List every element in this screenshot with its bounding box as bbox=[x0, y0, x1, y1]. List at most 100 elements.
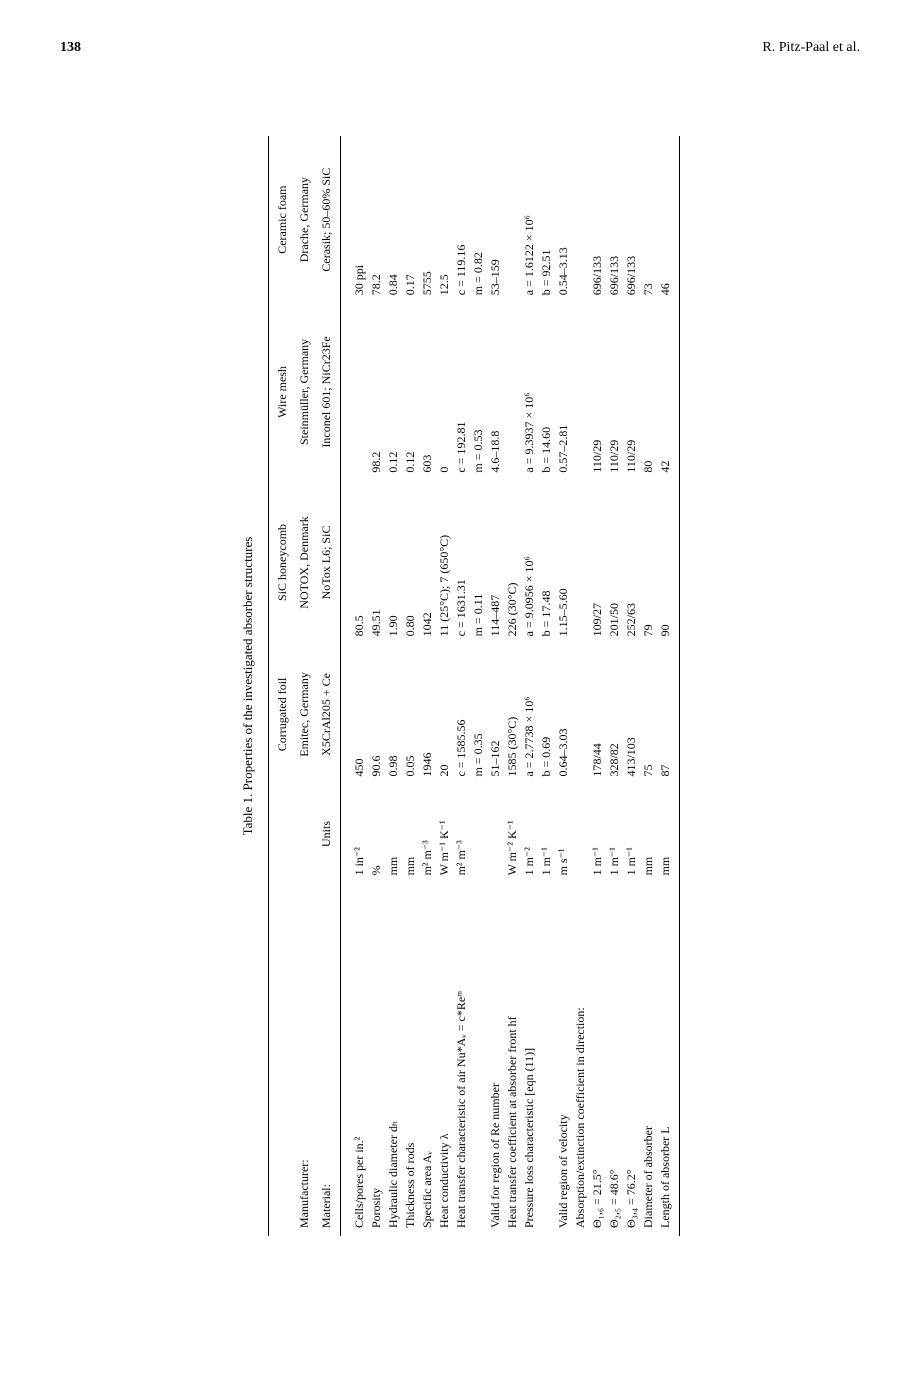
col-header-label3: Material: bbox=[318, 883, 341, 1236]
cell-c4: 0.84 bbox=[385, 136, 402, 303]
table-row: Length of absorber Lmm87904246 bbox=[657, 136, 680, 1236]
cell-label: Valid for region of Re number bbox=[487, 883, 504, 1236]
cell-c2: 201/50 bbox=[606, 481, 623, 645]
table-row: Cells/pores per in.²1 in⁻²45080.530 ppi bbox=[351, 136, 368, 1236]
cell-c1 bbox=[572, 644, 589, 784]
cell-c3: 0 bbox=[436, 303, 453, 480]
cell-c1: a = 2.7738 × 10⁶ bbox=[521, 644, 538, 784]
properties-table: Corrugated foil SiC honeycomb Wire mesh … bbox=[268, 136, 680, 1236]
cell-units: 1 m⁻¹ bbox=[606, 785, 623, 884]
cell-units bbox=[572, 785, 589, 884]
cell-label bbox=[470, 883, 487, 1236]
table-row: Diameter of absorbermm75798073 bbox=[640, 136, 657, 1236]
page-number: 138 bbox=[60, 40, 81, 56]
col-header-units bbox=[269, 785, 297, 884]
cell-label: Pressure loss characteristic [eqn (11)] bbox=[521, 883, 538, 1236]
author-header: R. Pitz-Paal et al. bbox=[762, 40, 860, 56]
col-header-c4: Ceramic foam bbox=[269, 136, 297, 303]
cell-c3: b = 14.60 bbox=[538, 303, 555, 480]
cell-c2: b = 17.48 bbox=[538, 481, 555, 645]
col-header-label bbox=[269, 883, 297, 1236]
table-row: m = 0.35m = 0.11m = 0.53m = 0.82 bbox=[470, 136, 487, 1236]
col-header-c2-3: NoTox L6; SiC bbox=[318, 481, 341, 645]
cell-label: Heat transfer characteristic of air Nu*A… bbox=[453, 883, 470, 1236]
cell-label: Thickness of rods bbox=[402, 883, 419, 1236]
table-row: Valid for region of Re number51–162114–4… bbox=[487, 136, 504, 1236]
cell-units: 1 m⁻¹ bbox=[623, 785, 640, 884]
col-header-c1-2: Emitec, Germany bbox=[296, 644, 318, 784]
cell-c2: m = 0.11 bbox=[470, 481, 487, 645]
cell-c1: 90.6 bbox=[368, 644, 385, 784]
cell-c2: 1042 bbox=[419, 481, 436, 645]
cell-c4: 696/133 bbox=[589, 136, 606, 303]
table-row: Heat conductivity λW m⁻¹ K⁻¹2011 (25°C);… bbox=[436, 136, 453, 1236]
cell-c4: 696/133 bbox=[606, 136, 623, 303]
cell-c4: b = 92.51 bbox=[538, 136, 555, 303]
cell-units: m² m⁻³ bbox=[419, 785, 436, 884]
cell-c1: 75 bbox=[640, 644, 657, 784]
cell-label: Porosity bbox=[368, 883, 385, 1236]
cell-c4: 78.2 bbox=[368, 136, 385, 303]
table-row: Heat transfer coefficient at absorber fr… bbox=[504, 136, 521, 1236]
cell-c1: 328/82 bbox=[606, 644, 623, 784]
col-header-c3-3: Inconel 601; NiCr23Fe bbox=[318, 303, 341, 480]
cell-c1: b = 0.69 bbox=[538, 644, 555, 784]
page-header: 138 R. Pitz-Paal et al. bbox=[60, 40, 860, 56]
cell-c3: 42 bbox=[657, 303, 680, 480]
table-row: Absorption/extinction coefficient in dir… bbox=[572, 136, 589, 1236]
cell-label: Θ₂,₅ = 48.6° bbox=[606, 883, 623, 1236]
cell-c2: 252/63 bbox=[623, 481, 640, 645]
cell-units: 1 m⁻¹ bbox=[538, 785, 555, 884]
col-header-units2 bbox=[296, 785, 318, 884]
cell-c2 bbox=[572, 481, 589, 645]
cell-c1: m = 0.35 bbox=[470, 644, 487, 784]
col-header-c4-3: Cerasik; 50–60% SiC bbox=[318, 136, 341, 303]
cell-c1: 51–162 bbox=[487, 644, 504, 784]
cell-label: Hydraulic diameter dₕ bbox=[385, 883, 402, 1236]
cell-c4: 73 bbox=[640, 136, 657, 303]
table-row: Θ₁,₆ = 21.5°1 m⁻¹178/44109/27110/29696/1… bbox=[589, 136, 606, 1236]
col-header-c3: Wire mesh bbox=[269, 303, 297, 480]
cell-c1: c = 1585.56 bbox=[453, 644, 470, 784]
cell-units: % bbox=[368, 785, 385, 884]
cell-label: Θ₃,₄ = 76.2° bbox=[623, 883, 640, 1236]
cell-c2: 79 bbox=[640, 481, 657, 645]
cell-c3: m = 0.53 bbox=[470, 303, 487, 480]
cell-c4: a = 1.6122 × 10⁶ bbox=[521, 136, 538, 303]
cell-c3: 603 bbox=[419, 303, 436, 480]
cell-label: Heat transfer coefficient at absorber fr… bbox=[504, 883, 521, 1236]
cell-c3: a = 9.3937 × 10⁶ bbox=[521, 303, 538, 480]
cell-units: mm bbox=[385, 785, 402, 884]
cell-c2: a = 9.0956 × 10⁶ bbox=[521, 481, 538, 645]
cell-units: 1 m⁻² bbox=[521, 785, 538, 884]
cell-c4: 0.54–3.13 bbox=[555, 136, 572, 303]
col-header-units3: Units bbox=[318, 785, 341, 884]
cell-units: W m⁻² K⁻¹ bbox=[504, 785, 521, 884]
cell-c1: 0.64–3.03 bbox=[555, 644, 572, 784]
cell-units: 1 in⁻² bbox=[351, 785, 368, 884]
cell-units: mm bbox=[657, 785, 680, 884]
cell-c1: 0.98 bbox=[385, 644, 402, 784]
table-row: Pressure loss characteristic [eqn (11)]1… bbox=[521, 136, 538, 1236]
cell-c3 bbox=[572, 303, 589, 480]
col-header-c1-3: X5CrAl205 + Ce bbox=[318, 644, 341, 784]
cell-units bbox=[487, 785, 504, 884]
cell-units: mm bbox=[402, 785, 419, 884]
cell-c4 bbox=[504, 136, 521, 303]
col-header-label2: Manufacturer: bbox=[296, 883, 318, 1236]
cell-c4: 696/133 bbox=[623, 136, 640, 303]
table-head: Corrugated foil SiC honeycomb Wire mesh … bbox=[269, 136, 341, 1236]
cell-c2: 0.80 bbox=[402, 481, 419, 645]
table-row: Thickness of rodsmm0.050.800.120.17 bbox=[402, 136, 419, 1236]
table-row: Heat transfer characteristic of air Nu*A… bbox=[453, 136, 470, 1236]
table-row: Porosity%90.649.5198.278.2 bbox=[368, 136, 385, 1236]
cell-label: Diameter of absorber bbox=[640, 883, 657, 1236]
cell-c4: m = 0.82 bbox=[470, 136, 487, 303]
cell-c2: 1.15–5.60 bbox=[555, 481, 572, 645]
cell-c4: c = 119.16 bbox=[453, 136, 470, 303]
col-header-c2: SiC honeycomb bbox=[269, 481, 297, 645]
cell-label: Θ₁,₆ = 21.5° bbox=[589, 883, 606, 1236]
cell-units: mm bbox=[640, 785, 657, 884]
cell-units: m s⁻¹ bbox=[555, 785, 572, 884]
cell-c3: 0.12 bbox=[402, 303, 419, 480]
